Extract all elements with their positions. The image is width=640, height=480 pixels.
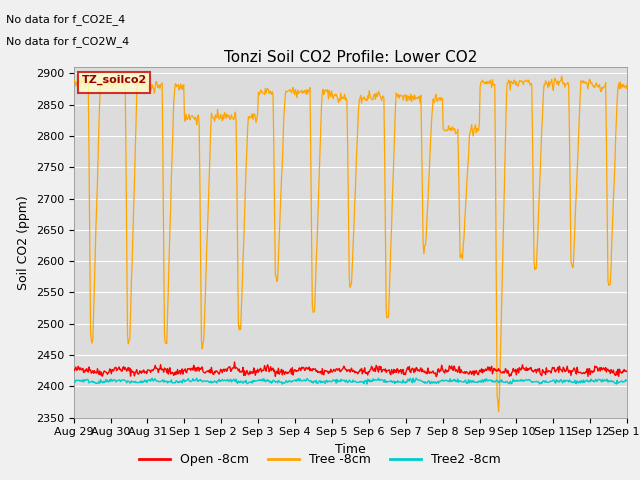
Y-axis label: Soil CO2 (ppm): Soil CO2 (ppm) [17, 195, 30, 290]
Text: No data for f_CO2W_4: No data for f_CO2W_4 [6, 36, 130, 47]
Legend:  [79, 72, 150, 93]
Legend: Open -8cm, Tree -8cm, Tree2 -8cm: Open -8cm, Tree -8cm, Tree2 -8cm [134, 448, 506, 471]
Text: No data for f_CO2E_4: No data for f_CO2E_4 [6, 14, 125, 25]
Title: Tonzi Soil CO2 Profile: Lower CO2: Tonzi Soil CO2 Profile: Lower CO2 [224, 49, 477, 65]
X-axis label: Time: Time [335, 443, 366, 456]
